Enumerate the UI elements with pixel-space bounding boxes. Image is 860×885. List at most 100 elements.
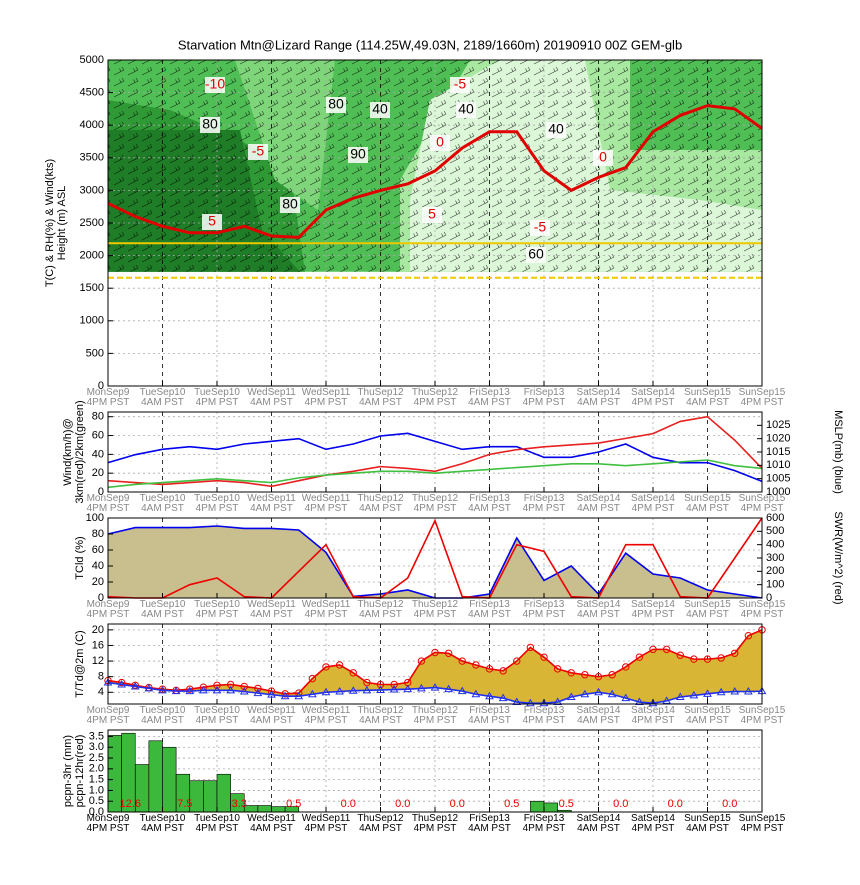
y-tick-label: 1500 — [80, 282, 104, 294]
label-box — [370, 102, 390, 118]
y-tick-label: 12 — [92, 655, 104, 667]
marker — [553, 665, 562, 673]
x-tick-label: FriSep13 4AM PST — [468, 705, 511, 726]
marker — [662, 696, 671, 704]
x-tick-label: WedSep11 4AM PST — [247, 599, 296, 620]
x-tick-label: WedSep11 4PM PST — [301, 387, 351, 408]
x-tick-label: SunSep15 4PM PST — [738, 387, 786, 408]
area-fill — [108, 629, 762, 704]
total-label: 0.5 — [504, 798, 519, 810]
y-tick-label: 20 — [92, 467, 104, 479]
y-tick-label: 0 — [98, 592, 104, 604]
x-tick-label: FriSep13 4AM PST — [468, 387, 511, 408]
marker — [635, 697, 644, 706]
marker — [239, 687, 249, 695]
x-tick-label: WedSep11 4AM PST — [247, 705, 296, 726]
label-box — [430, 135, 450, 151]
contour-label: 80 — [328, 96, 344, 112]
marker — [526, 643, 535, 652]
marker — [689, 690, 699, 699]
marker — [485, 665, 494, 673]
marker — [608, 671, 616, 679]
marker — [349, 669, 357, 677]
y-tick-label: 0.5 — [89, 795, 104, 807]
contour-label: -5 — [252, 143, 265, 159]
bar — [271, 806, 286, 813]
y-tick-label: 3000 — [80, 184, 104, 196]
x-tick-label: MonSep9 4PM PST — [86, 813, 130, 834]
marker — [171, 686, 181, 695]
bar — [216, 773, 231, 813]
x-tick-label: MonSep9 4PM PST — [86, 387, 130, 408]
y-tick-label: 2000 — [80, 250, 104, 262]
line — [107, 459, 763, 489]
marker — [499, 667, 507, 675]
line — [107, 415, 763, 488]
label-box — [450, 77, 470, 93]
marker — [199, 685, 208, 694]
x-tick-label: ThuSep12 4AM PST — [357, 813, 404, 834]
x-tick-label: FriSep13 4PM PST — [522, 493, 566, 514]
y-tick-label: 60 — [92, 544, 104, 556]
y-tick-label: 80 — [92, 528, 104, 540]
bar — [530, 800, 545, 813]
marker — [498, 693, 508, 702]
total-label: 12.6 — [120, 798, 141, 810]
marker — [390, 680, 398, 689]
y-tick-label: 0 — [98, 486, 104, 498]
x-tick-label: TueSep10 4PM PST — [194, 493, 240, 514]
x-tick-label: WedSep11 4PM PST — [301, 705, 351, 726]
label-box — [248, 144, 268, 160]
bar — [148, 740, 163, 813]
marker — [457, 686, 467, 695]
marker — [444, 649, 453, 657]
x-tick-label: SunSep15 4PM PST — [738, 493, 786, 514]
y-tick-label: 80 — [92, 411, 104, 423]
marker — [744, 632, 753, 640]
marker — [376, 680, 385, 689]
x-tick-label: FriSep13 4AM PST — [468, 599, 511, 620]
x-tick-label: ThuSep12 4PM PST — [411, 387, 459, 408]
contour-label: 80 — [282, 196, 298, 212]
marker — [472, 661, 480, 669]
y-axis-label: T(C) & RH(%) & Wind(kts) — [44, 159, 56, 287]
marker — [308, 674, 317, 683]
marker — [662, 645, 671, 654]
contour-label: 0 — [599, 149, 607, 165]
total-label: 0.0 — [722, 798, 737, 810]
label-box — [280, 197, 300, 213]
y-tick-label: 2.5 — [89, 752, 104, 764]
marker — [321, 687, 331, 696]
y-axis-label: pcpn-3hr (mm) — [62, 735, 74, 807]
label-box — [530, 220, 550, 236]
marker — [144, 683, 154, 692]
marker — [622, 663, 630, 671]
marker — [376, 685, 385, 693]
y-tick-label: 500 — [86, 347, 104, 359]
x-tick-label: WedSep11 4AM PST — [247, 493, 296, 514]
label-box — [202, 214, 222, 230]
marker — [567, 669, 575, 677]
contour-label: 40 — [548, 121, 564, 137]
total-label: 7.5 — [177, 798, 192, 810]
marker — [240, 682, 248, 691]
y-tick-label: 40 — [92, 560, 104, 572]
marker — [254, 684, 262, 693]
x-tick-label: SatSep14 4PM PST — [631, 599, 675, 620]
y-tick-label: 1.0 — [89, 784, 104, 796]
y2-tick-label: 1025 — [766, 419, 790, 431]
x-tick-label: SunSep15 4AM PST — [684, 813, 731, 834]
x-tick-label: FriSep13 4AM PST — [468, 493, 511, 514]
marker — [485, 691, 494, 700]
marker — [186, 685, 194, 693]
marker — [513, 657, 521, 665]
marker — [431, 648, 439, 657]
total-label: 0.5 — [559, 798, 574, 810]
marker — [581, 671, 589, 679]
y-tick-label: 3.5 — [89, 730, 104, 742]
x-tick-label: WedSep11 4AM PST — [247, 387, 296, 408]
marker — [648, 698, 658, 707]
y-tick-label: 2.0 — [89, 763, 104, 775]
y2-tick-label: 1020 — [766, 433, 790, 445]
